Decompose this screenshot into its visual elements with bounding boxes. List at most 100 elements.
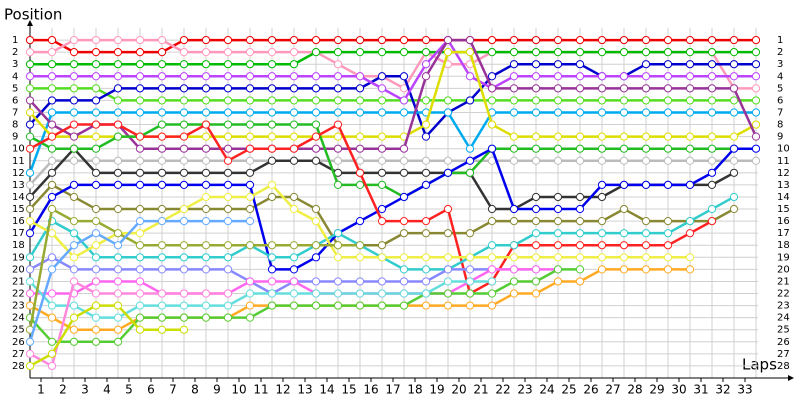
lap-point — [619, 48, 629, 57]
lap-point — [311, 132, 321, 141]
lap-point — [641, 72, 651, 81]
lap-point — [91, 265, 101, 274]
y-tick-label: 19 — [12, 252, 25, 263]
x-tick-label: 4 — [103, 383, 111, 397]
lap-point — [91, 144, 101, 153]
lap-point — [157, 217, 167, 226]
lap-point — [729, 132, 739, 141]
lap-point — [355, 168, 365, 177]
lap-point — [531, 72, 541, 81]
lap-point — [113, 337, 123, 346]
lap-point — [421, 253, 431, 262]
lap-point — [267, 84, 277, 93]
lap-point — [135, 84, 145, 93]
lap-point — [421, 217, 431, 226]
y2-tick-label: 16 — [777, 216, 790, 227]
lap-point — [443, 301, 453, 310]
lap-point — [487, 72, 497, 81]
lap-point — [641, 84, 651, 93]
lap-point — [135, 48, 145, 57]
lap-point — [245, 180, 255, 189]
lap-point — [157, 84, 167, 93]
lap-point — [245, 192, 255, 202]
lap-point — [355, 253, 365, 262]
x-tick-label: 28 — [627, 383, 642, 397]
lap-point — [619, 72, 629, 81]
lap-point — [399, 277, 409, 286]
series-line — [30, 37, 756, 103]
lap-point — [47, 132, 57, 141]
lap-point — [333, 180, 343, 189]
lap-point — [575, 229, 585, 238]
lap-point — [377, 217, 387, 226]
lap-point — [663, 156, 673, 165]
lap-point — [69, 72, 79, 81]
y2-tick-label: 21 — [777, 276, 790, 287]
lap-point — [355, 96, 365, 105]
lap-point — [597, 265, 607, 274]
lap-point — [91, 253, 101, 262]
y2-tick-label: 22 — [777, 289, 790, 300]
lap-point — [135, 301, 145, 310]
lap-point — [289, 241, 299, 250]
lap-point — [575, 60, 585, 69]
lap-point — [135, 132, 145, 141]
lap-point — [377, 35, 387, 45]
x-tick-label: 21 — [473, 383, 488, 397]
lap-point — [553, 229, 563, 238]
lap-point — [421, 120, 431, 129]
lap-point — [377, 48, 387, 57]
y2-tick-label: 8 — [777, 120, 783, 131]
lap-point — [553, 265, 563, 274]
lap-point — [69, 229, 79, 238]
lap-point — [135, 60, 145, 69]
y2-tick-label: 18 — [777, 240, 790, 251]
series-line — [30, 87, 756, 102]
lap-point — [179, 132, 189, 141]
lap-point — [135, 180, 145, 189]
lap-point — [47, 180, 57, 189]
lap-point — [157, 120, 167, 129]
lap-point — [179, 168, 189, 177]
lap-point — [179, 60, 189, 69]
lap-point — [751, 60, 761, 69]
series-line — [29, 38, 758, 150]
lap-point — [729, 192, 739, 202]
lap-point — [91, 96, 101, 105]
x-tick-label: 20 — [451, 383, 466, 397]
lap-point — [597, 35, 607, 45]
lap-point — [113, 204, 123, 214]
y2-tick-label: 17 — [777, 228, 790, 239]
lap-point — [69, 156, 79, 165]
lap-point — [25, 349, 35, 358]
lap-point — [135, 325, 145, 334]
y-tick-label: 28 — [12, 361, 25, 372]
y2-tick-label: 1 — [777, 35, 783, 46]
lap-point — [355, 35, 365, 45]
lap-point — [575, 96, 585, 105]
lap-point — [91, 313, 101, 322]
lap-point — [619, 180, 629, 189]
y-tick-label: 7 — [12, 107, 18, 118]
lap-point — [135, 277, 145, 286]
lap-point — [355, 156, 365, 165]
lap-point — [487, 204, 497, 214]
lap-point — [597, 48, 607, 57]
lap-point — [47, 35, 57, 45]
lap-point — [641, 180, 651, 189]
lap-point — [597, 144, 607, 153]
lap-point — [69, 48, 79, 57]
lap-point — [707, 168, 717, 177]
lap-point — [311, 35, 321, 45]
lap-point — [135, 204, 145, 214]
lap-point — [707, 180, 717, 189]
lap-point — [553, 277, 563, 286]
lap-point — [311, 217, 321, 226]
lap-point — [179, 35, 189, 45]
lap-point — [465, 229, 475, 238]
lap-point — [619, 156, 629, 165]
lap-point — [685, 229, 695, 238]
lap-point — [575, 277, 585, 286]
lap-point — [25, 229, 35, 238]
lap-point — [399, 192, 409, 202]
